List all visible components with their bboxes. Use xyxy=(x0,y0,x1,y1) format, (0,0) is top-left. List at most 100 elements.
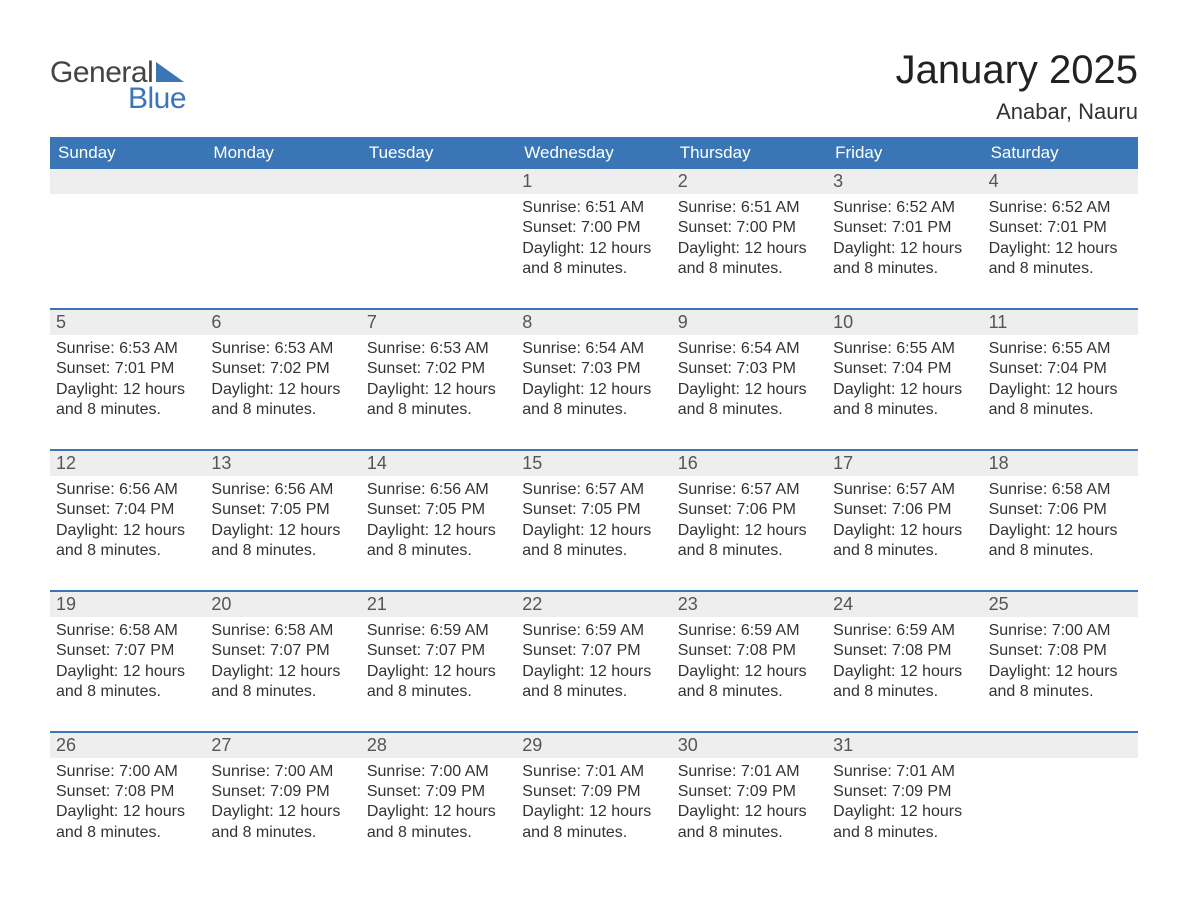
sunrise-text: Sunrise: 6:52 AM xyxy=(833,198,976,218)
daylight-text: Daylight: 12 hours and 8 minutes. xyxy=(522,521,665,562)
logo-sail-icon xyxy=(156,62,184,82)
sunrise-text: Sunrise: 6:53 AM xyxy=(56,339,199,359)
day-detail: Sunrise: 7:01 AMSunset: 7:09 PMDaylight:… xyxy=(827,758,982,872)
day-number: 19 xyxy=(50,592,205,617)
day-number: 25 xyxy=(983,592,1138,617)
sunrise-text: Sunrise: 6:56 AM xyxy=(211,480,354,500)
sunrise-text: Sunrise: 6:58 AM xyxy=(989,480,1132,500)
daylight-text: Daylight: 12 hours and 8 minutes. xyxy=(522,380,665,421)
day-detail: Sunrise: 6:59 AMSunset: 7:08 PMDaylight:… xyxy=(827,617,982,731)
weekday-friday: Friday xyxy=(827,137,982,169)
day-number: 17 xyxy=(827,451,982,476)
sunrise-text: Sunrise: 6:57 AM xyxy=(833,480,976,500)
day-number: 11 xyxy=(983,310,1138,335)
sunrise-text: Sunrise: 6:54 AM xyxy=(678,339,821,359)
day-detail: Sunrise: 6:59 AMSunset: 7:07 PMDaylight:… xyxy=(516,617,671,731)
daylight-text: Daylight: 12 hours and 8 minutes. xyxy=(989,662,1132,703)
day-number: 6 xyxy=(205,310,360,335)
day-number xyxy=(361,169,516,194)
day-detail: Sunrise: 6:56 AMSunset: 7:04 PMDaylight:… xyxy=(50,476,205,590)
day-detail: Sunrise: 6:51 AMSunset: 7:00 PMDaylight:… xyxy=(672,194,827,308)
day-detail: Sunrise: 6:56 AMSunset: 7:05 PMDaylight:… xyxy=(205,476,360,590)
day-detail: Sunrise: 6:53 AMSunset: 7:02 PMDaylight:… xyxy=(205,335,360,449)
week-row: 1234Sunrise: 6:51 AMSunset: 7:00 PMDayli… xyxy=(50,169,1138,308)
day-detail: Sunrise: 6:58 AMSunset: 7:07 PMDaylight:… xyxy=(205,617,360,731)
daylight-text: Daylight: 12 hours and 8 minutes. xyxy=(678,239,821,280)
day-detail: Sunrise: 7:00 AMSunset: 7:08 PMDaylight:… xyxy=(50,758,205,872)
sunset-text: Sunset: 7:07 PM xyxy=(522,641,665,661)
day-number: 3 xyxy=(827,169,982,194)
sunset-text: Sunset: 7:09 PM xyxy=(367,782,510,802)
sunset-text: Sunset: 7:03 PM xyxy=(522,359,665,379)
sunset-text: Sunset: 7:05 PM xyxy=(522,500,665,520)
sunrise-text: Sunrise: 6:55 AM xyxy=(989,339,1132,359)
day-detail: Sunrise: 6:53 AMSunset: 7:02 PMDaylight:… xyxy=(361,335,516,449)
daylight-text: Daylight: 12 hours and 8 minutes. xyxy=(211,802,354,843)
day-number: 15 xyxy=(516,451,671,476)
sunset-text: Sunset: 7:00 PM xyxy=(678,218,821,238)
day-number: 27 xyxy=(205,733,360,758)
daylight-text: Daylight: 12 hours and 8 minutes. xyxy=(56,802,199,843)
daynum-row: 262728293031 xyxy=(50,733,1138,758)
sunrise-text: Sunrise: 6:56 AM xyxy=(56,480,199,500)
day-number: 14 xyxy=(361,451,516,476)
day-number: 8 xyxy=(516,310,671,335)
weekday-wednesday: Wednesday xyxy=(516,137,671,169)
day-number xyxy=(50,169,205,194)
day-number: 7 xyxy=(361,310,516,335)
sunrise-text: Sunrise: 6:53 AM xyxy=(211,339,354,359)
week-row: 567891011Sunrise: 6:53 AMSunset: 7:01 PM… xyxy=(50,308,1138,449)
day-number: 21 xyxy=(361,592,516,617)
sunrise-text: Sunrise: 6:51 AM xyxy=(522,198,665,218)
title-block: January 2025 Anabar, Nauru xyxy=(896,48,1138,125)
detail-row: Sunrise: 6:51 AMSunset: 7:00 PMDaylight:… xyxy=(50,194,1138,308)
daylight-text: Daylight: 12 hours and 8 minutes. xyxy=(367,521,510,562)
daylight-text: Daylight: 12 hours and 8 minutes. xyxy=(367,802,510,843)
day-number: 5 xyxy=(50,310,205,335)
weekday-monday: Monday xyxy=(205,137,360,169)
day-number: 23 xyxy=(672,592,827,617)
sunrise-text: Sunrise: 7:01 AM xyxy=(678,762,821,782)
day-detail: Sunrise: 6:51 AMSunset: 7:00 PMDaylight:… xyxy=(516,194,671,308)
sunset-text: Sunset: 7:09 PM xyxy=(211,782,354,802)
sunrise-text: Sunrise: 6:57 AM xyxy=(678,480,821,500)
sunset-text: Sunset: 7:04 PM xyxy=(56,500,199,520)
detail-row: Sunrise: 6:58 AMSunset: 7:07 PMDaylight:… xyxy=(50,617,1138,731)
daylight-text: Daylight: 12 hours and 8 minutes. xyxy=(522,662,665,703)
daylight-text: Daylight: 12 hours and 8 minutes. xyxy=(989,521,1132,562)
detail-row: Sunrise: 6:53 AMSunset: 7:01 PMDaylight:… xyxy=(50,335,1138,449)
sunrise-text: Sunrise: 7:00 AM xyxy=(367,762,510,782)
day-detail xyxy=(50,194,205,308)
logo: General Blue xyxy=(50,56,186,116)
daylight-text: Daylight: 12 hours and 8 minutes. xyxy=(833,521,976,562)
day-detail: Sunrise: 6:58 AMSunset: 7:06 PMDaylight:… xyxy=(983,476,1138,590)
weekday-thursday: Thursday xyxy=(672,137,827,169)
sunset-text: Sunset: 7:09 PM xyxy=(833,782,976,802)
day-number: 18 xyxy=(983,451,1138,476)
day-detail xyxy=(361,194,516,308)
weekday-saturday: Saturday xyxy=(983,137,1138,169)
daylight-text: Daylight: 12 hours and 8 minutes. xyxy=(367,380,510,421)
day-detail: Sunrise: 6:52 AMSunset: 7:01 PMDaylight:… xyxy=(983,194,1138,308)
sunset-text: Sunset: 7:04 PM xyxy=(833,359,976,379)
sunrise-text: Sunrise: 6:54 AM xyxy=(522,339,665,359)
day-detail: Sunrise: 6:59 AMSunset: 7:08 PMDaylight:… xyxy=(672,617,827,731)
daylight-text: Daylight: 12 hours and 8 minutes. xyxy=(522,802,665,843)
day-detail: Sunrise: 7:01 AMSunset: 7:09 PMDaylight:… xyxy=(516,758,671,872)
sunset-text: Sunset: 7:03 PM xyxy=(678,359,821,379)
sunrise-text: Sunrise: 6:51 AM xyxy=(678,198,821,218)
day-number: 24 xyxy=(827,592,982,617)
location-label: Anabar, Nauru xyxy=(896,99,1138,125)
daylight-text: Daylight: 12 hours and 8 minutes. xyxy=(56,380,199,421)
daynum-row: 567891011 xyxy=(50,310,1138,335)
sunset-text: Sunset: 7:07 PM xyxy=(211,641,354,661)
sunset-text: Sunset: 7:05 PM xyxy=(367,500,510,520)
day-detail: Sunrise: 6:58 AMSunset: 7:07 PMDaylight:… xyxy=(50,617,205,731)
sunrise-text: Sunrise: 6:53 AM xyxy=(367,339,510,359)
daylight-text: Daylight: 12 hours and 8 minutes. xyxy=(211,662,354,703)
day-detail: Sunrise: 6:55 AMSunset: 7:04 PMDaylight:… xyxy=(983,335,1138,449)
daynum-row: 19202122232425 xyxy=(50,592,1138,617)
sunset-text: Sunset: 7:09 PM xyxy=(678,782,821,802)
daylight-text: Daylight: 12 hours and 8 minutes. xyxy=(56,521,199,562)
sunrise-text: Sunrise: 6:59 AM xyxy=(833,621,976,641)
